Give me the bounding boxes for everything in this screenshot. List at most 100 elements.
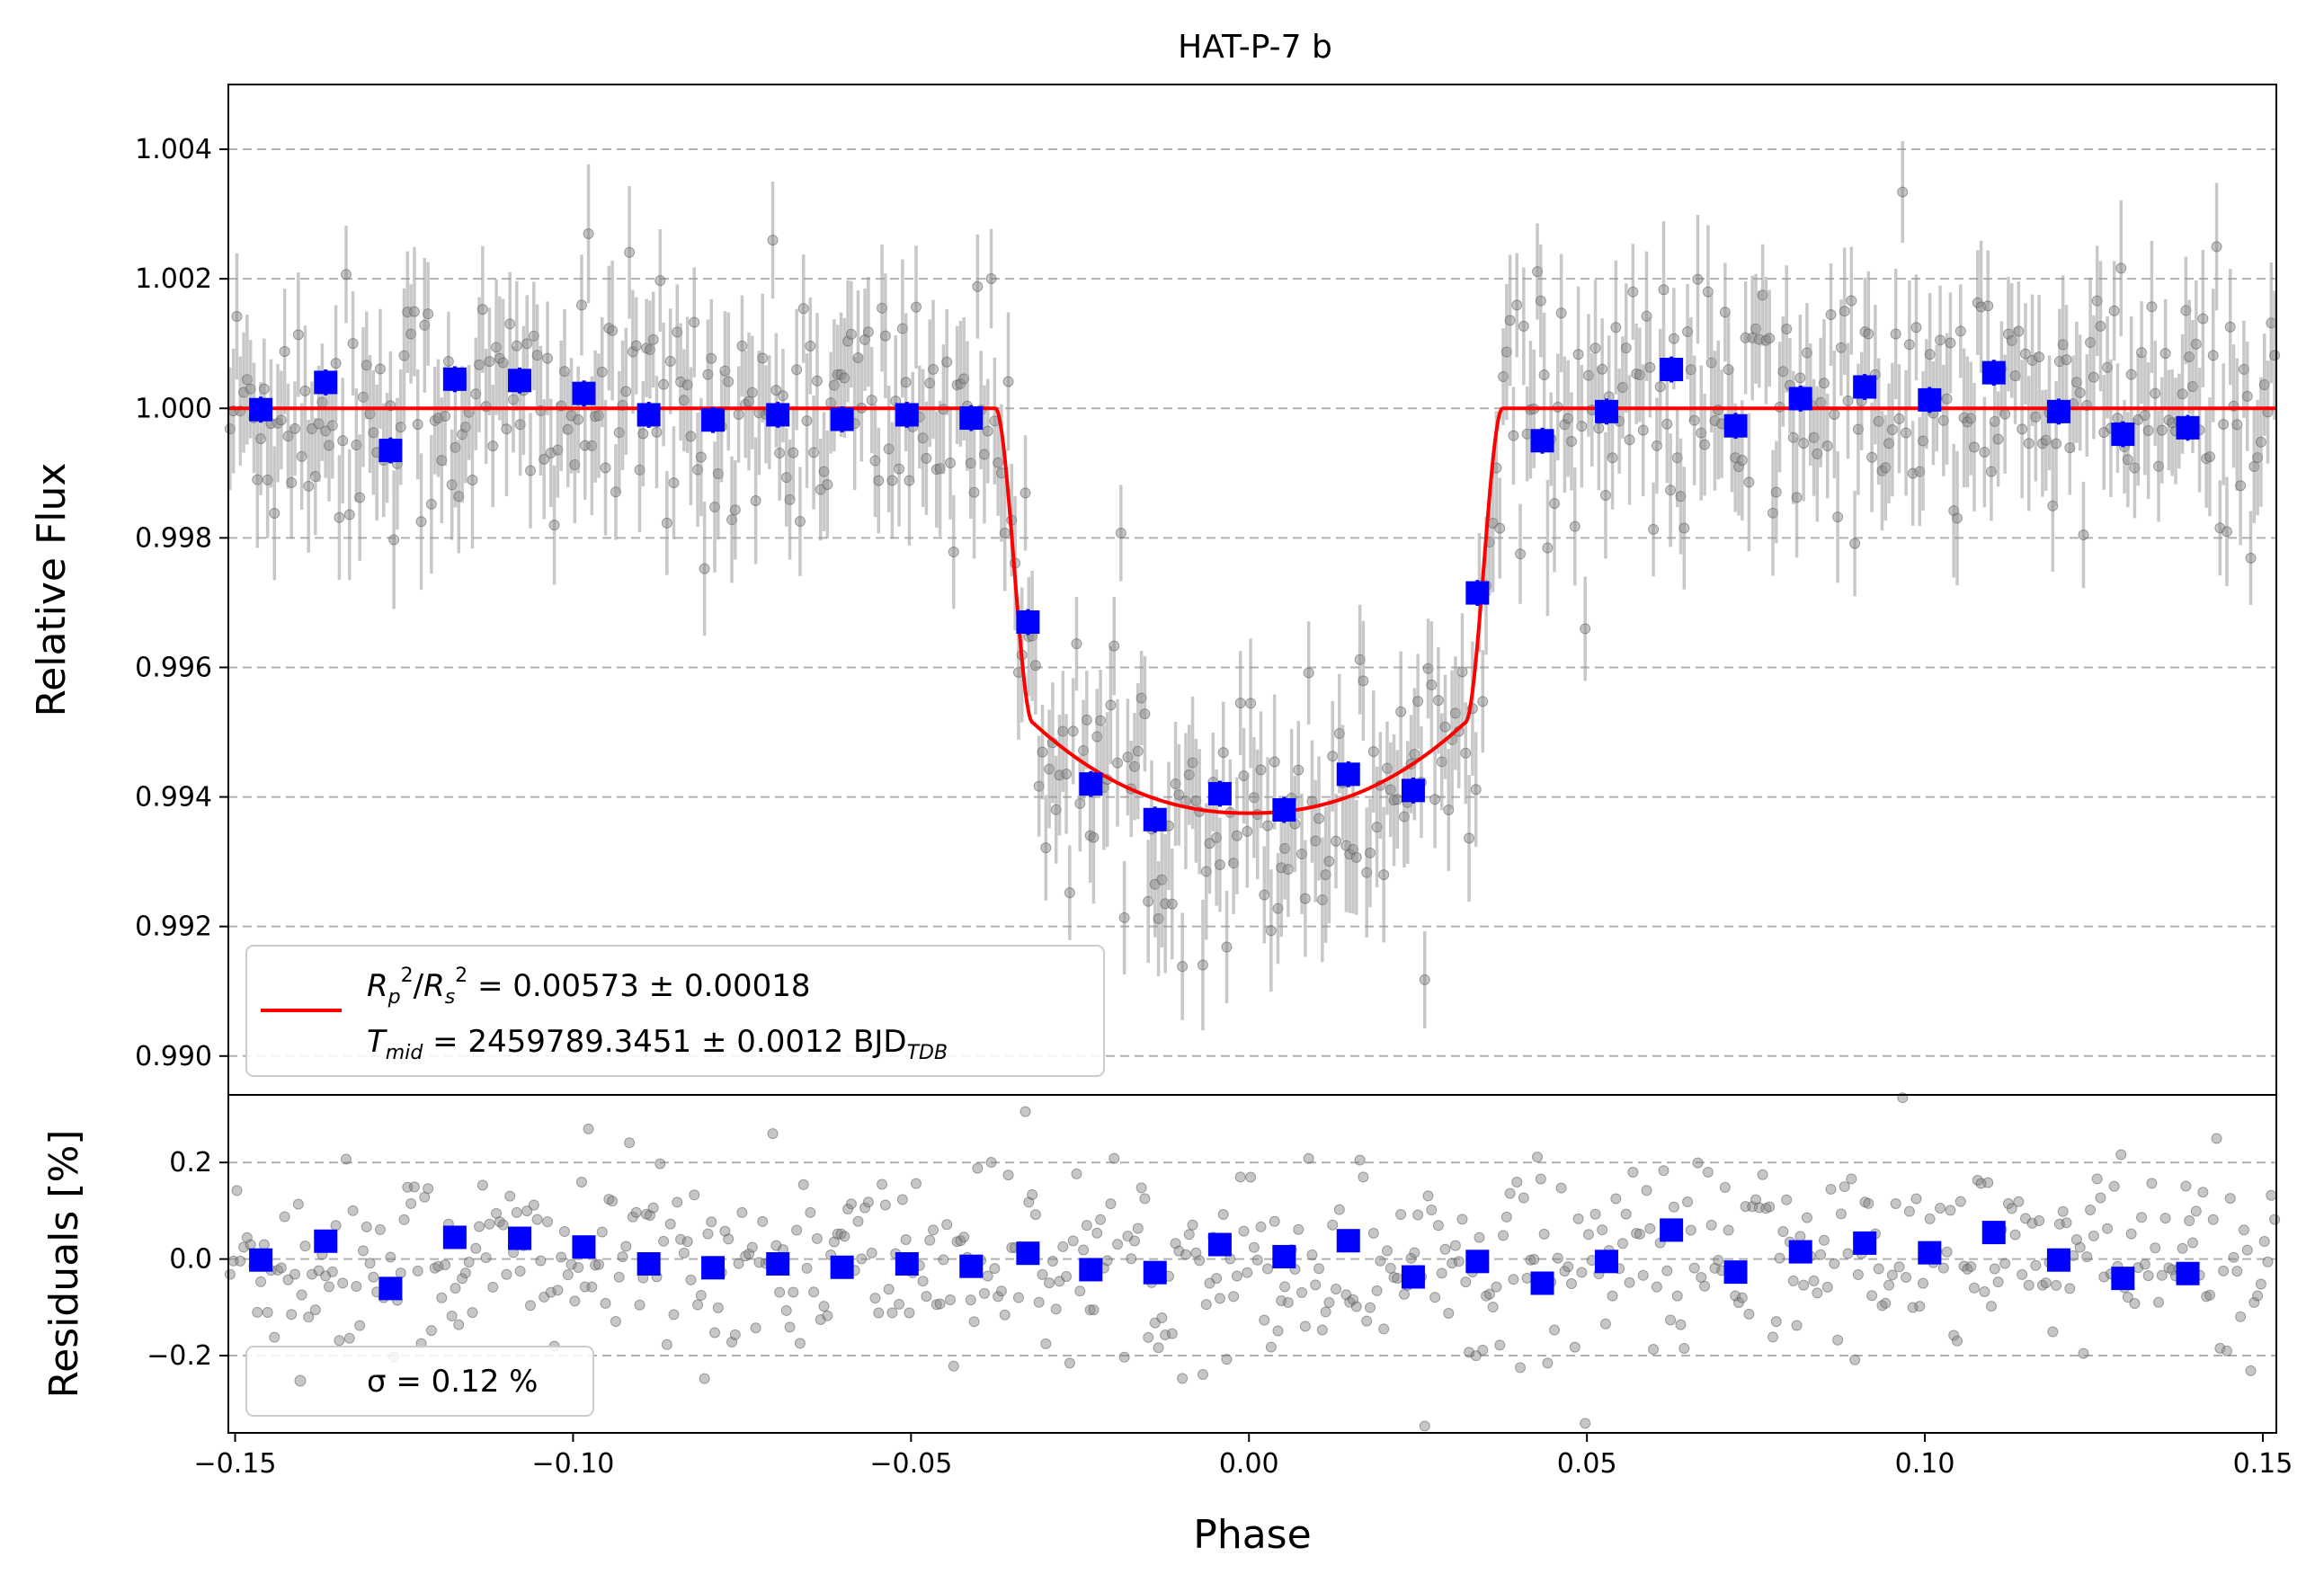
flux-raw-point bbox=[1132, 745, 1144, 757]
flux-raw-point bbox=[630, 340, 642, 351]
residuals-raw-point bbox=[1477, 1344, 1489, 1356]
residuals-raw-point bbox=[866, 1247, 877, 1258]
flux-raw-point bbox=[1825, 309, 1837, 321]
flux-raw-point bbox=[1426, 679, 1438, 690]
residuals-raw-point bbox=[1095, 1214, 1107, 1225]
flux-raw-point bbox=[1999, 408, 2011, 420]
flux-raw-point bbox=[767, 235, 779, 246]
residuals-raw-point bbox=[463, 1257, 475, 1268]
residuals-binned-point bbox=[442, 1225, 467, 1250]
residuals-raw-point bbox=[1825, 1183, 1837, 1195]
residuals-raw-point bbox=[1074, 1285, 1086, 1297]
residuals-raw-point bbox=[575, 1177, 587, 1188]
flux-raw-point bbox=[1610, 322, 1622, 333]
residuals-raw-point bbox=[1105, 1198, 1117, 1210]
flux-raw-point bbox=[1555, 307, 1567, 319]
flux-raw-point bbox=[637, 428, 649, 440]
residuals-raw-point bbox=[852, 1215, 864, 1227]
flux-raw-point bbox=[1692, 273, 1704, 285]
flux-raw-point bbox=[1088, 832, 1100, 843]
residuals-raw-point bbox=[1378, 1323, 1390, 1335]
residuals-raw-point bbox=[856, 1253, 868, 1265]
flux-raw-point bbox=[1464, 832, 1475, 844]
flux-raw-point bbox=[791, 364, 803, 376]
residuals-raw-point bbox=[334, 1335, 345, 1347]
residuals-raw-point bbox=[2186, 1237, 2198, 1249]
residuals-raw-point bbox=[788, 1286, 799, 1298]
flux-raw-point bbox=[1245, 698, 1257, 709]
residuals-raw-point bbox=[1624, 1276, 1635, 1288]
flux-y-ticks: 0.990 0.992 0.994 0.996 0.998 1.000 1.002 1.004 bbox=[135, 134, 228, 1072]
flux-raw-point bbox=[1597, 363, 1608, 375]
residuals-legend-box bbox=[245, 1346, 594, 1417]
residuals-binned-point bbox=[2111, 1267, 2135, 1291]
flux-raw-point bbox=[1542, 542, 1554, 554]
residuals-raw-point bbox=[822, 1310, 833, 1321]
flux-raw-point bbox=[1166, 898, 1178, 910]
flux-raw-point bbox=[699, 563, 710, 574]
flux-raw-point bbox=[2211, 241, 2222, 253]
flux-raw-point bbox=[1197, 959, 1208, 971]
residuals-raw-point bbox=[1634, 1228, 1645, 1240]
residuals-raw-point bbox=[928, 1224, 939, 1236]
flux-raw-point bbox=[279, 345, 290, 357]
flux-raw-point bbox=[1364, 847, 1376, 858]
flux-raw-point bbox=[921, 452, 932, 464]
flux-binned-point bbox=[572, 381, 596, 405]
flux-raw-point bbox=[1607, 452, 1618, 464]
residuals-raw-point bbox=[1443, 1307, 1455, 1319]
residuals-raw-point bbox=[729, 1329, 741, 1340]
residuals-binned-point bbox=[959, 1254, 984, 1278]
flux-raw-point bbox=[1829, 409, 1840, 421]
flux-raw-point bbox=[1565, 436, 1577, 448]
flux-binned-point bbox=[1530, 429, 1554, 453]
residuals-raw-point bbox=[467, 1307, 478, 1319]
residuals-raw-point bbox=[1866, 1290, 1878, 1302]
flux-raw-point bbox=[340, 269, 352, 280]
residuals-raw-point bbox=[1500, 1211, 1512, 1223]
flux-raw-point bbox=[330, 358, 342, 369]
residuals-raw-point bbox=[709, 1327, 721, 1338]
residuals-raw-point bbox=[476, 1179, 488, 1191]
x-tick-label: −0.05 bbox=[869, 1448, 952, 1480]
residuals-raw-point bbox=[1200, 1299, 1212, 1311]
flux-raw-point bbox=[326, 420, 338, 431]
flux-raw-point bbox=[334, 511, 345, 523]
flux-y-axis-title: Relative Flux bbox=[29, 463, 75, 717]
residuals-raw-point bbox=[1538, 1228, 1550, 1240]
flux-raw-point bbox=[2150, 387, 2161, 399]
flux-raw-point bbox=[706, 352, 717, 364]
flux-raw-point bbox=[1832, 511, 1844, 523]
residuals-raw-point bbox=[1132, 1223, 1144, 1234]
flux-raw-point bbox=[2034, 351, 2045, 363]
residuals-raw-point bbox=[351, 1281, 362, 1293]
residuals-raw-point bbox=[1852, 1269, 1864, 1281]
flux-raw-point bbox=[1736, 455, 1748, 467]
residuals-raw-point bbox=[2218, 1265, 2230, 1276]
flux-binned-point bbox=[442, 367, 467, 391]
residuals-binned-point bbox=[766, 1252, 790, 1276]
flux-raw-point bbox=[1644, 361, 1656, 373]
residuals-raw-point bbox=[1238, 1225, 1250, 1237]
residuals-raw-point bbox=[2224, 1193, 2236, 1205]
flux-binned-point bbox=[959, 406, 984, 431]
residuals-raw-point bbox=[1999, 1258, 2011, 1269]
residuals-raw-point bbox=[1395, 1209, 1407, 1221]
flux-raw-point bbox=[750, 495, 761, 507]
residuals-raw-point bbox=[1549, 1324, 1561, 1336]
flux-raw-point bbox=[2214, 522, 2226, 534]
flux-raw-point bbox=[1538, 369, 1550, 381]
residuals-raw-point bbox=[2177, 1242, 2188, 1254]
residuals-raw-point bbox=[678, 1247, 690, 1258]
residuals-raw-point bbox=[1419, 1420, 1430, 1432]
flux-raw-point bbox=[2108, 305, 2120, 316]
flux-raw-point bbox=[1313, 813, 1325, 824]
residuals-raw-point bbox=[299, 1241, 311, 1252]
residuals-raw-point bbox=[2136, 1212, 2148, 1223]
flux-raw-point bbox=[258, 383, 270, 395]
residuals-raw-point bbox=[2047, 1326, 2059, 1338]
residuals-raw-point bbox=[869, 1293, 881, 1304]
residuals-raw-point bbox=[1846, 1173, 1857, 1185]
flux-raw-point bbox=[1535, 295, 1546, 307]
residuals-raw-point bbox=[896, 1194, 908, 1205]
